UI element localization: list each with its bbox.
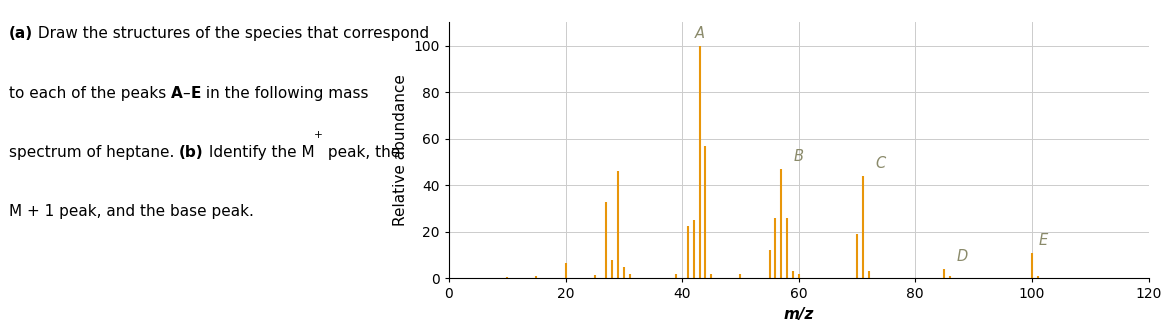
Text: D: D bbox=[956, 249, 968, 264]
Text: A: A bbox=[171, 85, 183, 100]
Text: E: E bbox=[190, 85, 201, 100]
Text: peak, the: peak, the bbox=[323, 145, 400, 160]
Text: B: B bbox=[794, 149, 803, 164]
Text: C: C bbox=[876, 156, 885, 171]
Y-axis label: Relative abundance: Relative abundance bbox=[393, 75, 408, 226]
X-axis label: m/z: m/z bbox=[784, 307, 814, 320]
Text: in the following mass: in the following mass bbox=[201, 85, 368, 100]
Text: A: A bbox=[695, 26, 704, 41]
Text: E: E bbox=[1039, 233, 1048, 248]
Text: to each of the peaks: to each of the peaks bbox=[9, 85, 171, 100]
Text: Draw the structures of the species that correspond: Draw the structures of the species that … bbox=[33, 26, 429, 41]
Text: spectrum of heptane.: spectrum of heptane. bbox=[9, 145, 180, 160]
Text: M + 1 peak, and the base peak.: M + 1 peak, and the base peak. bbox=[9, 204, 254, 219]
Text: –: – bbox=[183, 85, 190, 100]
Text: (a): (a) bbox=[9, 26, 33, 41]
Text: +: + bbox=[315, 130, 323, 140]
Text: Identify the M: Identify the M bbox=[204, 145, 315, 160]
Text: (b): (b) bbox=[180, 145, 204, 160]
